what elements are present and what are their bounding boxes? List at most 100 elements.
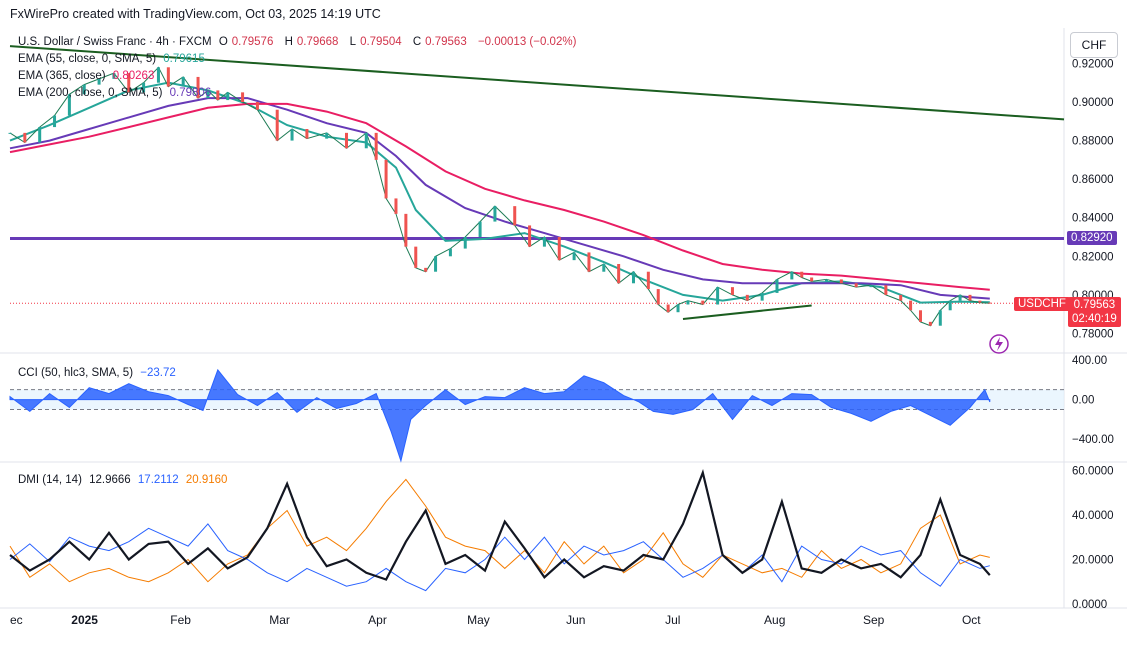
price-series [9,66,990,327]
ema200-label: EMA (200, close, 0, SMA, 5) [18,87,163,99]
ohlc-low: L 0.79504 [350,36,406,48]
price-candle [686,300,690,305]
price-candle [869,285,873,288]
level-price-tag: 0.82920 [1067,231,1117,245]
dmi-axis-tick: 60.0000 [1072,465,1114,477]
price-candle [730,287,734,295]
price-candle [676,304,680,313]
price-axis-tick: 0.88000 [1072,136,1114,148]
price-candle [938,310,942,326]
price-candle [854,283,858,288]
ohlc-high: H 0.79668 [285,36,343,48]
price-candle [448,248,452,257]
close-value: 0.79563 [425,36,467,48]
cci-value: −23.72 [140,367,176,379]
bar-countdown: 02:40:19 [1072,313,1117,325]
dmi-adx-value: 12.9666 [89,474,131,486]
alert-icon-bolt [995,337,1003,351]
price-candle [142,82,146,93]
symbol-tag: USDCHF [1014,297,1070,311]
price-candle [127,73,131,93]
price-candle [656,289,660,305]
instrument-name: U.S. Dollar / Swiss Franc · 4h · FXCM [18,36,212,48]
open-value: 0.79576 [231,36,274,48]
price-candle [226,92,230,101]
price-candle [745,294,749,301]
price-candle [206,90,210,99]
price-candle [775,279,779,293]
price-axis-tick: 0.92000 [1072,58,1114,70]
ema-line [9,81,990,304]
time-axis-tick: Jun [566,613,585,627]
last-price-tag: 0.79563 02:40:19 [1068,297,1121,327]
ema200-value: 0.79806 [169,87,212,99]
dmi-line [9,523,990,592]
ema365-legend[interactable]: EMA (365, close) 0.80263 [18,70,158,82]
price-candle [364,132,368,149]
dmi-axis-tick: 40.0000 [1072,510,1114,522]
price-candle [899,294,903,301]
price-candle [528,225,532,247]
time-axis-tick: Aug [764,613,785,627]
price-candle [112,73,116,79]
price-candle [23,132,27,143]
price-candle [241,92,245,102]
ema55-value: 0.79615 [163,53,205,65]
price-candle [800,271,804,278]
price-candle [53,115,57,128]
ema55-legend[interactable]: EMA (55, close, 0, SMA, 5) 0.79615 [18,53,209,65]
price-candle [760,292,764,301]
trendline-support-line [682,304,812,320]
dmi-axis-tick: 20.0000 [1072,554,1114,566]
ohlc-close: C 0.79563 [413,36,471,48]
time-axis-tick: Feb [170,613,191,627]
price-candle [255,102,259,110]
price-candle [166,67,170,87]
dmi-line [9,469,991,581]
cci-axis-tick: −400.00 [1072,434,1114,446]
cci-legend[interactable]: CCI (50, hlc3, SMA, 5) −23.72 [18,367,180,379]
price-candle [948,300,952,311]
price-candle [325,132,329,139]
cci-area [9,368,991,463]
price-candle [424,267,428,272]
close-label: C [412,36,422,48]
price-axis-tick: 0.78000 [1072,328,1114,340]
dmi-plus-value: 17.2112 [137,474,179,486]
price-candle [958,294,962,301]
price-candle [434,256,438,272]
price-candle [216,90,220,101]
price-axis-tick: 0.84000 [1072,213,1114,225]
price-candle [196,76,200,99]
price-axis-tick: 0.90000 [1072,97,1114,109]
price-candle [414,246,418,268]
price-candle [909,300,913,311]
cci-label: CCI (50, hlc3, SMA, 5) [18,367,134,379]
ema200-legend[interactable]: EMA (200, close, 0, SMA, 5) 0.79806 [18,87,215,99]
time-axis-tick: Mar [269,613,290,627]
price-axis-tick: 0.82000 [1072,251,1114,263]
time-axis-tick: Oct [962,613,981,627]
price-candle [67,94,71,116]
dmi-minus-value: 20.9160 [185,474,228,486]
price-candle [384,159,388,199]
price-candle [918,310,922,322]
change-value: −0.00013 (−0.02%) [477,36,577,48]
ema55-label: EMA (55, close, 0, SMA, 5) [18,53,157,65]
price-candle [810,277,814,282]
dmi-line [9,478,990,583]
ohlc-open: O 0.79576 [219,36,278,48]
dmi-legend[interactable]: DMI (14, 14) 12.9666 17.2112 20.9160 [18,474,231,486]
price-candle [156,67,160,83]
ema-line [9,102,990,291]
currency-button[interactable]: CHF [1070,32,1118,58]
price-candle [97,78,101,85]
price-candle [928,321,932,326]
price-candle [463,237,467,249]
alert-icon [989,334,1009,354]
price-candle [275,109,279,141]
open-label: O [218,36,228,48]
